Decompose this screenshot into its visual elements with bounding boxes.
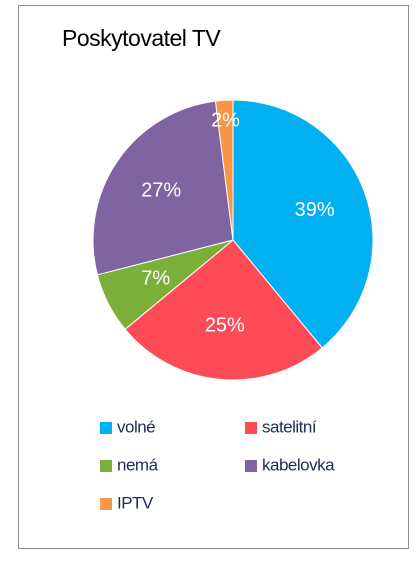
legend-swatch (245, 422, 257, 434)
pie-slice (124, 239, 323, 381)
data-label: 25% (205, 315, 245, 337)
legend-label: satelitní (262, 417, 317, 436)
legend-swatch (100, 422, 112, 434)
legend-swatch (100, 498, 112, 510)
chart-title: Poskytovatel TV (62, 25, 221, 51)
pie-slice (232, 99, 374, 349)
legend-label: kabelovka (262, 455, 335, 474)
data-label: 27% (141, 179, 181, 201)
data-label: 2% (211, 110, 240, 132)
data-label: 39% (295, 199, 335, 221)
legend-swatch (100, 460, 112, 472)
pie-slice (92, 100, 234, 276)
data-label: 7% (141, 268, 170, 290)
legend-label: volné (117, 417, 155, 436)
legend-swatch (245, 460, 257, 472)
legend-label: IPTV (117, 493, 154, 512)
pie-slice (214, 99, 234, 241)
legend-label: nemá (117, 455, 159, 474)
